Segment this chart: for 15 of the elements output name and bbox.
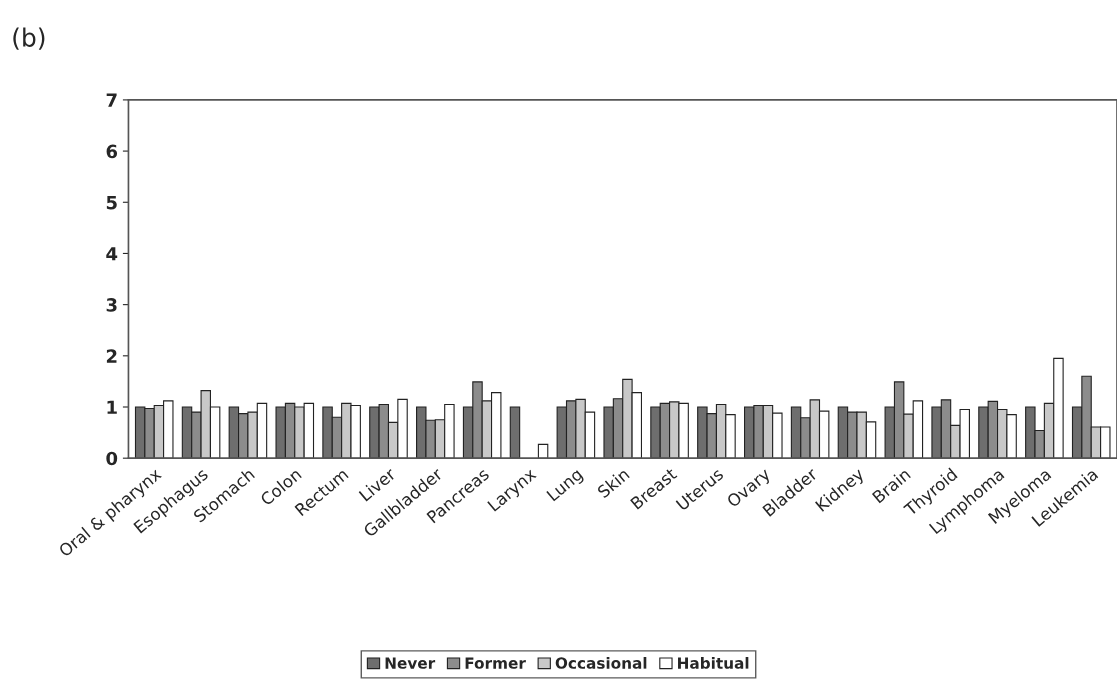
bar — [509, 406, 521, 459]
legend-label: Former — [465, 657, 526, 669]
legend-label: Habitual — [678, 657, 749, 669]
y-tick-label: 2 — [106, 349, 117, 363]
y-tick-label: 0 — [106, 451, 118, 466]
y-tick-label: 6 — [106, 144, 118, 159]
legend-label: Never — [385, 657, 436, 669]
y-tick-label: 4 — [106, 247, 118, 261]
y-tick-label: 5 — [106, 195, 117, 210]
y-tick-label: 1 — [107, 400, 117, 414]
x-tick-label: Skin — [596, 467, 630, 499]
y-tick-label: 7 — [106, 93, 117, 107]
legend-label: Occasional — [555, 657, 647, 669]
y-tick-label: 3 — [106, 298, 117, 312]
chart-title: (b) — [13, 27, 45, 50]
